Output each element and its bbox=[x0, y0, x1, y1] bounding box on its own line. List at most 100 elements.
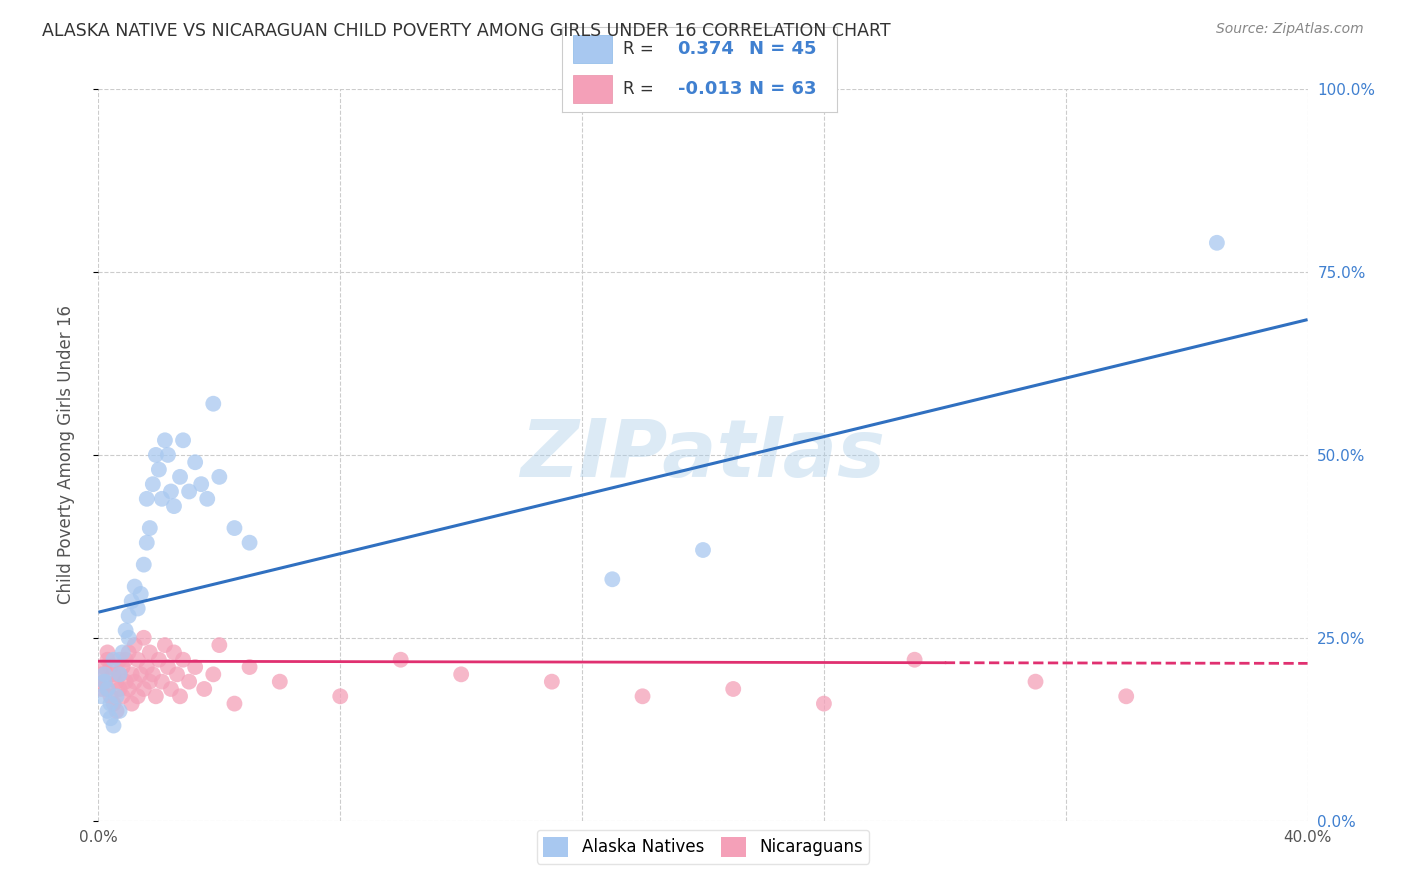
Point bbox=[127, 653, 149, 667]
Point bbox=[105, 690, 128, 704]
Point bbox=[121, 594, 143, 608]
Text: N = 45: N = 45 bbox=[749, 40, 817, 58]
Point bbox=[148, 462, 170, 476]
Point bbox=[103, 697, 125, 711]
Legend: Alaska Natives, Nicaraguans: Alaska Natives, Nicaraguans bbox=[537, 830, 869, 863]
Point bbox=[179, 674, 201, 689]
Point bbox=[108, 704, 131, 718]
Point bbox=[172, 434, 194, 448]
Point bbox=[135, 535, 157, 549]
Point bbox=[631, 690, 654, 704]
Point bbox=[169, 690, 191, 704]
Point bbox=[124, 638, 146, 652]
Point bbox=[105, 674, 128, 689]
Point bbox=[150, 674, 173, 689]
Point bbox=[239, 535, 262, 549]
Point bbox=[114, 624, 136, 638]
Point bbox=[269, 674, 291, 689]
Point bbox=[96, 704, 118, 718]
Point bbox=[153, 434, 176, 448]
Point bbox=[224, 697, 246, 711]
Point bbox=[190, 477, 212, 491]
Point bbox=[111, 660, 134, 674]
FancyBboxPatch shape bbox=[574, 36, 612, 63]
Point bbox=[145, 448, 167, 462]
Point bbox=[163, 645, 186, 659]
Text: N = 63: N = 63 bbox=[749, 79, 817, 97]
Point bbox=[93, 667, 115, 681]
Point bbox=[108, 667, 131, 681]
Point bbox=[96, 681, 118, 696]
Text: -0.013: -0.013 bbox=[678, 79, 742, 97]
Point bbox=[179, 484, 201, 499]
Point bbox=[135, 491, 157, 506]
Point bbox=[202, 667, 225, 681]
Point bbox=[450, 667, 472, 681]
Point bbox=[172, 653, 194, 667]
Y-axis label: Child Poverty Among Girls Under 16: Child Poverty Among Girls Under 16 bbox=[56, 305, 75, 605]
Point bbox=[132, 631, 155, 645]
Point bbox=[153, 638, 176, 652]
Point bbox=[118, 608, 141, 623]
Point bbox=[108, 653, 131, 667]
Point bbox=[193, 681, 215, 696]
Point bbox=[111, 690, 134, 704]
Point bbox=[1024, 674, 1046, 689]
Point bbox=[114, 674, 136, 689]
Point bbox=[93, 674, 115, 689]
Point bbox=[132, 558, 155, 572]
Point bbox=[160, 484, 183, 499]
Point bbox=[142, 667, 165, 681]
Point bbox=[602, 572, 624, 586]
Point bbox=[121, 667, 143, 681]
Point bbox=[93, 674, 115, 689]
Point bbox=[103, 718, 125, 732]
Point bbox=[129, 667, 152, 681]
Point bbox=[169, 470, 191, 484]
FancyBboxPatch shape bbox=[574, 75, 612, 103]
Text: ALASKA NATIVE VS NICARAGUAN CHILD POVERTY AMONG GIRLS UNDER 16 CORRELATION CHART: ALASKA NATIVE VS NICARAGUAN CHILD POVERT… bbox=[42, 22, 891, 40]
Point bbox=[132, 681, 155, 696]
Point bbox=[1206, 235, 1229, 250]
Point bbox=[160, 681, 183, 696]
Point bbox=[108, 681, 131, 696]
Point bbox=[96, 653, 118, 667]
Point bbox=[105, 704, 128, 718]
Text: R =: R = bbox=[623, 79, 654, 97]
Text: Source: ZipAtlas.com: Source: ZipAtlas.com bbox=[1216, 22, 1364, 37]
Point bbox=[100, 697, 122, 711]
Point bbox=[224, 521, 246, 535]
Point bbox=[150, 491, 173, 506]
Point bbox=[166, 667, 188, 681]
Point bbox=[904, 653, 927, 667]
Point bbox=[100, 660, 122, 674]
Point bbox=[100, 711, 122, 725]
Point bbox=[93, 660, 115, 674]
Point bbox=[96, 645, 118, 659]
Point bbox=[129, 587, 152, 601]
Point bbox=[100, 690, 122, 704]
Point bbox=[124, 580, 146, 594]
Point bbox=[127, 690, 149, 704]
Point bbox=[139, 674, 162, 689]
Point bbox=[145, 690, 167, 704]
Point bbox=[111, 645, 134, 659]
Point bbox=[389, 653, 412, 667]
Point bbox=[124, 674, 146, 689]
Point bbox=[142, 477, 165, 491]
Point bbox=[208, 470, 231, 484]
Text: R =: R = bbox=[623, 40, 654, 58]
Point bbox=[723, 681, 745, 696]
Point bbox=[108, 667, 131, 681]
Point bbox=[96, 681, 118, 696]
Point bbox=[195, 491, 218, 506]
Point bbox=[156, 660, 179, 674]
Point bbox=[90, 690, 112, 704]
Point bbox=[156, 448, 179, 462]
Point bbox=[121, 697, 143, 711]
Text: 0.374: 0.374 bbox=[678, 40, 734, 58]
Point bbox=[139, 521, 162, 535]
Point bbox=[118, 681, 141, 696]
Point bbox=[103, 653, 125, 667]
Point bbox=[540, 674, 562, 689]
